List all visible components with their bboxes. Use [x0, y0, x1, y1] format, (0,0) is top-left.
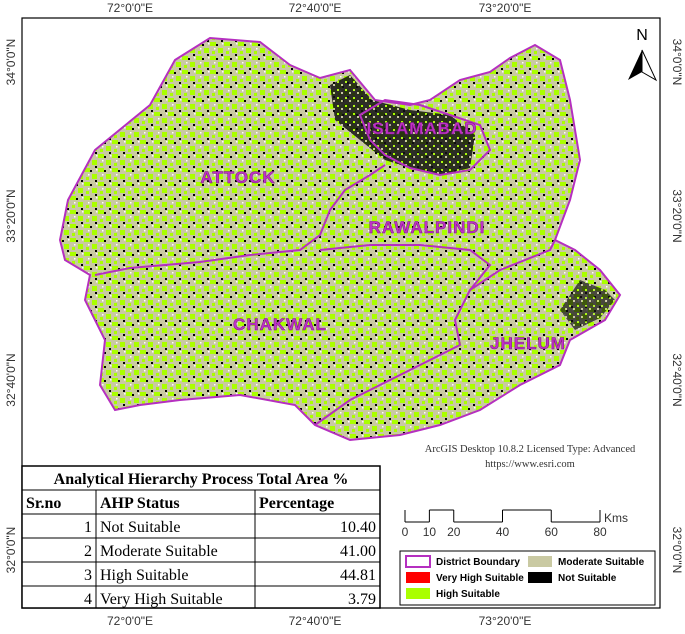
table-cell: 41.00 — [340, 543, 376, 560]
table-cell: 4 — [84, 591, 92, 608]
longitude-label: 72°40'0"E — [289, 1, 342, 15]
table-header: Percentage — [259, 495, 334, 512]
study-area — [58, 36, 622, 442]
legend-swatch — [405, 555, 431, 568]
legend-label: Moderate Suitable — [558, 557, 645, 568]
legend-box — [399, 550, 656, 606]
district-label: RAWALPINDI — [369, 218, 486, 237]
latitude-label: 32°40'0"N — [4, 353, 18, 406]
scale-label: 80 — [593, 525, 607, 539]
credit: https://www.esri.com — [485, 459, 575, 470]
legend-swatch — [528, 556, 552, 567]
scale-label: 0 — [402, 525, 409, 539]
scale-label: 40 — [496, 525, 510, 539]
district-label: CHAKWAL — [233, 315, 327, 334]
legend-label: High Suitable — [436, 589, 500, 600]
scale-label: 10 — [423, 525, 437, 539]
table-cell: 3 — [84, 567, 92, 584]
legend-label: District Boundary — [436, 557, 520, 568]
legend-swatch — [406, 572, 430, 583]
district-boundaries — [94, 98, 556, 426]
table-cell: 2 — [84, 543, 92, 560]
latitude-label: 33°20'0"N — [670, 189, 684, 242]
table-cell: Not Suitable — [100, 519, 180, 536]
table-cell: Moderate Suitable — [100, 543, 218, 560]
district-label: ATTOCK — [200, 168, 275, 187]
table-title: Analytical Hierarchy Process Total Area … — [54, 471, 349, 488]
table-cell: 44.81 — [340, 567, 376, 584]
district-label: JHELUM — [490, 334, 566, 353]
legend-label: Not Suitable — [558, 573, 617, 584]
latitude-label: 34°0'0"N — [4, 39, 18, 86]
longitude-label: 72°40'0"E — [289, 614, 342, 628]
dense-not-suitable — [330, 75, 475, 175]
table-cell: 1 — [84, 519, 92, 536]
legend-swatch — [406, 588, 430, 599]
table-cell: 10.40 — [340, 519, 376, 536]
scale-label: 60 — [545, 525, 559, 539]
latitude-label: 34°0'0"N — [670, 39, 684, 86]
latitude-label: 33°20'0"N — [4, 189, 18, 242]
legend-swatch — [528, 572, 552, 583]
table-cell: High Suitable — [100, 567, 188, 584]
north-label: N — [636, 27, 648, 44]
table-cell: Very High Suitable — [100, 591, 223, 608]
scale-unit: Kms — [604, 511, 628, 525]
dense-not-suitable — [560, 280, 615, 330]
table-header: Sr.no — [26, 495, 61, 512]
latitude-label: 32°0'0"N — [670, 527, 684, 574]
north-arrow — [628, 49, 658, 82]
longitude-label: 72°0'0"E — [107, 1, 153, 15]
legend-label: Very High Suitable — [436, 573, 524, 584]
latitude-label: 32°0'0"N — [4, 527, 18, 574]
credit: ArcGIS Desktop 10.8.2 Licensed Type: Adv… — [425, 444, 636, 455]
table-header: AHP Status — [100, 495, 180, 512]
longitude-label: 73°20'0"E — [479, 1, 532, 15]
longitude-label: 73°20'0"E — [479, 614, 532, 628]
latitude-label: 32°40'0"N — [670, 353, 684, 406]
table-cell: 3.79 — [348, 591, 376, 608]
district-label: ISLAMABAD — [367, 119, 478, 138]
scale-label: 20 — [447, 525, 461, 539]
longitude-label: 72°0'0"E — [107, 614, 153, 628]
